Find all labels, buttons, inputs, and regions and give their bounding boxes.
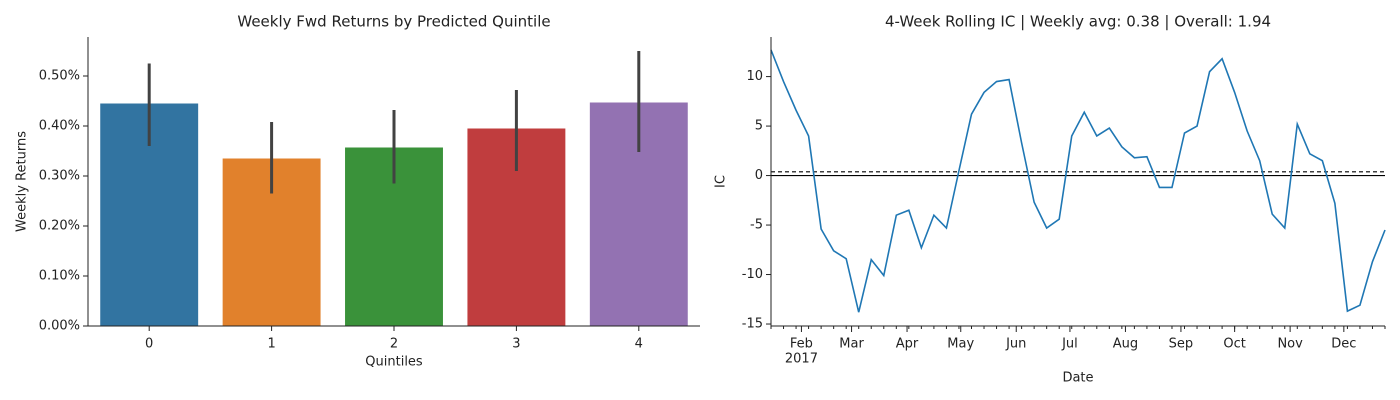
y-tick-label: 5 bbox=[755, 119, 763, 134]
x-tick-label: Dec bbox=[1331, 337, 1356, 352]
x-tick-label: Nov bbox=[1277, 337, 1303, 352]
y-tick-label: -5 bbox=[750, 218, 763, 233]
chart-title: 4-Week Rolling IC | Weekly avg: 0.38 | O… bbox=[885, 13, 1271, 31]
x-tick-label: Feb bbox=[790, 337, 813, 352]
line-series bbox=[770, 49, 1386, 313]
x-tick-label: Sep bbox=[1169, 337, 1194, 352]
y-tick-label: 0.30% bbox=[39, 169, 80, 184]
y-tick-label: -15 bbox=[742, 317, 763, 332]
x-tick-label: Mar bbox=[839, 337, 864, 352]
y-tick-label: 0.20% bbox=[39, 219, 80, 234]
x-axis-label: Date bbox=[1062, 371, 1093, 386]
x-tick-label: Apr bbox=[896, 337, 919, 352]
x-tick-label: 3 bbox=[512, 337, 520, 352]
y-axis-label: IC bbox=[714, 175, 729, 188]
y-axis-label: Weekly Returns bbox=[15, 131, 30, 232]
x-tick-label: Jun bbox=[1005, 337, 1026, 352]
y-tick-label: 0.40% bbox=[39, 119, 80, 134]
y-tick-label: 0.50% bbox=[39, 69, 80, 84]
x-tick-label: Oct bbox=[1223, 337, 1245, 352]
x-tick-label: 0 bbox=[145, 337, 153, 352]
x-tick-label: Jul bbox=[1061, 337, 1078, 352]
x-axis-label: Quintiles bbox=[365, 355, 423, 370]
y-tick-label: -10 bbox=[742, 267, 763, 282]
y-tick-label: 0 bbox=[755, 168, 763, 183]
x-tick-year: 2017 bbox=[785, 352, 818, 367]
x-tick-label: 4 bbox=[635, 337, 643, 352]
x-tick-label: 2 bbox=[390, 337, 398, 352]
x-tick-label: May bbox=[947, 337, 974, 352]
y-tick-label: 0.00% bbox=[39, 319, 80, 334]
x-tick-label: Aug bbox=[1113, 337, 1138, 352]
x-tick-label: 1 bbox=[267, 337, 275, 352]
y-tick-label: 10 bbox=[746, 69, 763, 84]
chart-title: Weekly Fwd Returns by Predicted Quintile bbox=[237, 13, 550, 31]
y-tick-label: 0.10% bbox=[39, 269, 80, 284]
